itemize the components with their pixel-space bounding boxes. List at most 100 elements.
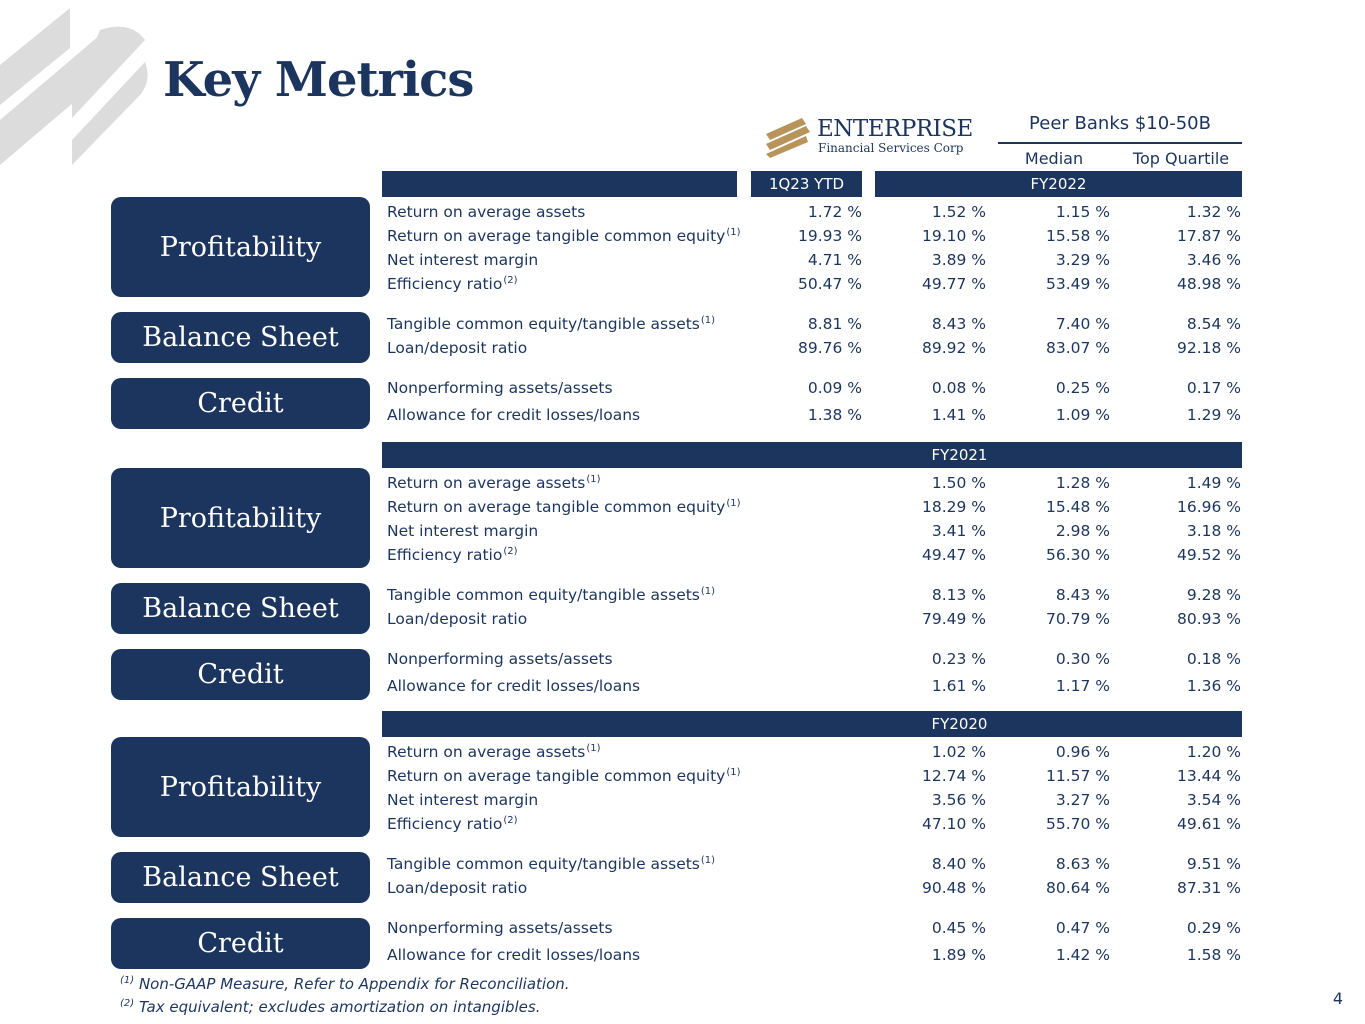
metric-label: Efficiency ratio(2): [387, 815, 518, 833]
section-pill-credit: Credit: [111, 649, 370, 700]
metric-label: Loan/deposit ratio: [387, 610, 527, 628]
page-title: Key Metrics: [163, 52, 474, 108]
value-c4: 13.44 %: [1176, 767, 1241, 785]
value-c2: 8.40 %: [931, 855, 986, 873]
decorative-stripes: [0, 8, 148, 165]
metric-label-text: Efficiency ratio: [387, 815, 503, 833]
metric-label-text: Loan/deposit ratio: [387, 339, 528, 357]
table-row: Return on average tangible common equity…: [387, 767, 1242, 789]
metric-label: Net interest margin: [387, 251, 538, 269]
footnote-marker: (2): [503, 275, 518, 286]
metric-label: Allowance for credit losses/loans: [387, 946, 640, 964]
enterprise-logo-icon: [766, 118, 810, 158]
top-quartile-column-header: Top Quartile: [1132, 149, 1230, 168]
table-row: Net interest margin 3.41 % 2.98 % 3.18 %: [387, 522, 1242, 544]
value-c1: 1.72 %: [807, 203, 862, 221]
table-row: Allowance for credit losses/loans 1.61 % 1…: [387, 677, 1242, 699]
metric-label: Return on average tangible common equity…: [387, 227, 741, 245]
value-c3: 3.29 %: [1055, 251, 1110, 269]
value-c4: 1.49 %: [1186, 474, 1241, 492]
value-c2: 3.89 %: [931, 251, 986, 269]
value-c3: 8.43 %: [1055, 586, 1110, 604]
metric-label-text: Net interest margin: [387, 522, 539, 540]
value-c2: 8.13 %: [931, 586, 986, 604]
value-c3: 70.79 %: [1045, 610, 1110, 628]
table-row: Tangible common equity/tangible assets(1…: [387, 855, 1242, 877]
table-row: Nonperforming assets/assets 0.45 % 0.47 % 0…: [387, 919, 1242, 941]
table-row: Net interest margin 3.56 % 3.27 % 3.54 %: [387, 791, 1242, 813]
value-c4: 80.93 %: [1176, 610, 1241, 628]
period-bar-1q23: [382, 171, 737, 197]
footnote-marker: (1): [586, 474, 601, 485]
value-c2: 12.74 %: [921, 767, 986, 785]
value-c4: 3.46 %: [1186, 251, 1241, 269]
metric-label: Loan/deposit ratio: [387, 879, 527, 897]
metric-label-text: Allowance for credit losses/loans: [387, 406, 641, 424]
metric-label-text: Nonperforming assets/assets: [387, 379, 613, 397]
value-c2: 1.61 %: [931, 677, 986, 695]
period-bar-fy2021: FY2021: [382, 442, 1242, 468]
section-pill-profitability: Profitability: [111, 468, 370, 568]
table-row: Allowance for credit losses/loans 1.38 % 1…: [387, 406, 1242, 428]
footnote-2: (2) Tax equivalent; excludes amortizatio…: [120, 998, 541, 1016]
metric-label: Allowance for credit losses/loans: [387, 677, 640, 695]
value-c3: 56.30 %: [1045, 546, 1110, 564]
value-c3: 7.40 %: [1055, 315, 1110, 333]
section-pill-balance-sheet: Balance Sheet: [111, 312, 370, 363]
table-row: Return on average assets(1) 1.50 % 1.28 % 1…: [387, 474, 1242, 496]
value-c1: 19.93 %: [797, 227, 862, 245]
value-c1: 1.38 %: [807, 406, 862, 424]
table-row: Net interest margin 4.71 % 3.89 % 3.29 % 3.4…: [387, 251, 1242, 273]
metric-label: Efficiency ratio(2): [387, 275, 518, 293]
value-c4: 1.29 %: [1186, 406, 1241, 424]
metric-label-text: Net interest margin: [387, 791, 539, 809]
company-logo: ENTERPRISE Financial Services Corp: [762, 116, 973, 160]
metric-label: Return on average assets(1): [387, 474, 601, 492]
footnote-marker: (1): [700, 855, 716, 866]
value-c3: 0.47 %: [1055, 919, 1110, 937]
footnote-marker: (1): [726, 227, 741, 238]
value-c4: 0.29 %: [1186, 919, 1241, 937]
value-c1: 89.76 %: [797, 339, 862, 357]
metric-label-text: Nonperforming assets/assets: [387, 650, 613, 668]
value-c4: 9.28 %: [1186, 586, 1241, 604]
metric-label: Allowance for credit losses/loans: [387, 406, 640, 424]
footnote-marker: (1): [586, 743, 601, 754]
value-c3: 8.63 %: [1055, 855, 1110, 873]
table-row: Allowance for credit losses/loans 1.89 % 1…: [387, 946, 1242, 968]
footnote-marker: (1): [700, 315, 716, 326]
value-c2: 3.56 %: [931, 791, 986, 809]
value-c2: 0.23 %: [931, 650, 986, 668]
table-row: Tangible common equity/tangible assets(1…: [387, 586, 1242, 608]
section-pill-credit: Credit: [111, 918, 370, 969]
value-c2: 47.10 %: [921, 815, 986, 833]
footnote-1: (1) Non-GAAP Measure, Refer to Appendix …: [120, 975, 570, 993]
table-row: Efficiency ratio(2) 50.47 % 49.77 % 53.49 %…: [387, 275, 1242, 297]
value-c2: 49.77 %: [921, 275, 986, 293]
value-c3: 83.07 %: [1045, 339, 1110, 357]
metric-label-text: Return on average assets: [387, 743, 586, 761]
value-c4: 92.18 %: [1176, 339, 1241, 357]
section-pill-credit: Credit: [111, 378, 370, 429]
metric-label: Net interest margin: [387, 791, 538, 809]
value-c4: 48.98 %: [1176, 275, 1241, 293]
value-c4: 1.32 %: [1186, 203, 1241, 221]
table-row: Nonperforming assets/assets 0.23 % 0.30 % 0…: [387, 650, 1242, 672]
value-c2: 8.43 %: [931, 315, 986, 333]
value-c3: 55.70 %: [1045, 815, 1110, 833]
value-c3: 1.09 %: [1055, 406, 1110, 424]
metric-label: Loan/deposit ratio: [387, 339, 527, 357]
value-c3: 53.49 %: [1045, 275, 1110, 293]
value-c3: 1.28 %: [1055, 474, 1110, 492]
footnotes: (1) Non-GAAP Measure, Refer to Appendix …: [120, 971, 570, 1017]
value-c2: 1.50 %: [931, 474, 986, 492]
table-row: Return on average assets 1.72 % 1.52 % 1.15…: [387, 203, 1242, 225]
value-c2: 79.49 %: [921, 610, 986, 628]
value-c4: 16.96 %: [1176, 498, 1241, 516]
metric-label: Nonperforming assets/assets: [387, 919, 613, 937]
value-c4: 8.54 %: [1186, 315, 1241, 333]
metric-label-text: Return on average tangible common equity: [387, 767, 726, 785]
table-row: Loan/deposit ratio 79.49 % 70.79 % 80.93 %: [387, 610, 1242, 632]
value-c2: 0.45 %: [931, 919, 986, 937]
value-c3: 1.42 %: [1055, 946, 1110, 964]
